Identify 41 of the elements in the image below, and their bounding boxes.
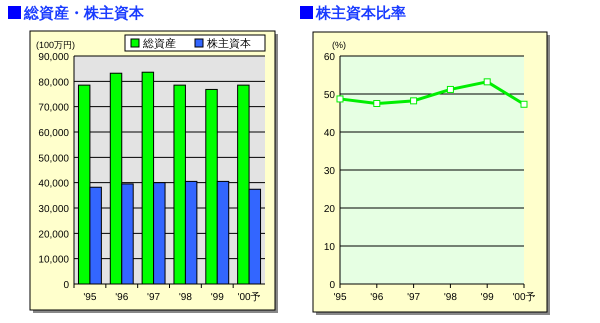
y-tick-label: 50,000 — [38, 153, 70, 164]
y-axis-title: (100万円) — [36, 40, 76, 50]
y-tick-label: 10 — [324, 242, 336, 253]
y-tick-label: 60,000 — [38, 128, 70, 139]
y-tick-label: 60 — [324, 52, 336, 63]
y-tick-label: 90,000 — [38, 52, 70, 63]
y-tick-label: 0 — [63, 280, 70, 291]
x-tick-label: '95 — [333, 292, 347, 303]
x-tick-label: '98 — [444, 292, 458, 303]
point — [373, 100, 380, 107]
x-tick-label: '95 — [83, 292, 97, 303]
x-tick-label: '99 — [480, 292, 494, 303]
x-tick-label: '99 — [210, 292, 224, 303]
y-tick-label: 80,000 — [38, 77, 70, 88]
y-axis-title: (%) — [332, 40, 346, 50]
chart-title: 株主資本比率 — [315, 4, 406, 22]
chart-title: 総資産・株主資本 — [23, 4, 145, 22]
point — [336, 95, 344, 102]
y-tick-label: 20 — [324, 204, 336, 215]
y-tick-label: 30,000 — [38, 204, 70, 215]
y-tick-label: 20,000 — [38, 229, 70, 240]
point — [520, 100, 528, 108]
x-tick-label: '96 — [115, 292, 129, 303]
y-tick-label: 40 — [324, 128, 336, 139]
y-tick-label: 40,000 — [38, 178, 70, 190]
x-tick-label: '00予 — [238, 292, 261, 303]
point — [446, 86, 454, 93]
y-tick-label: 0 — [329, 280, 336, 291]
y-tick-label: 50 — [324, 90, 336, 101]
x-tick-label: '97 — [147, 292, 161, 303]
x-tick-label: '00予 — [512, 292, 536, 303]
point — [410, 97, 418, 104]
y-tick-label: 70,000 — [38, 102, 70, 114]
point — [484, 78, 491, 86]
x-tick-label: '96 — [370, 292, 384, 303]
y-tick-label: 10,000 — [38, 254, 70, 266]
legend-label: 総資産 — [142, 37, 176, 50]
legend-label: 株主資本 — [206, 37, 251, 50]
x-tick-label: '98 — [178, 292, 192, 303]
y-tick-label: 30 — [324, 166, 336, 177]
x-tick-label: '97 — [407, 292, 421, 303]
